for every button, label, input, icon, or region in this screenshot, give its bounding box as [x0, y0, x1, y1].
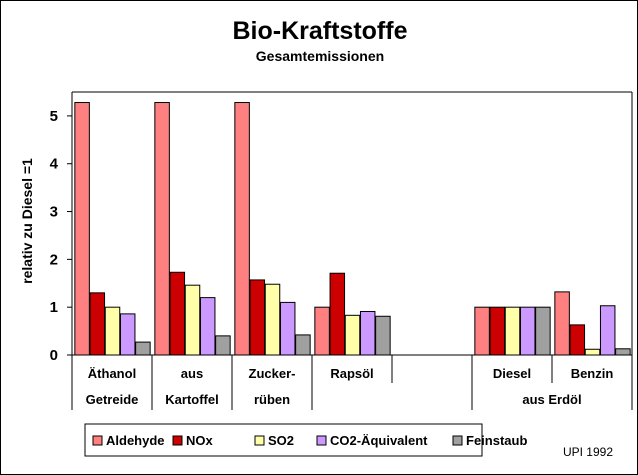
- y-tick-label: 2: [50, 251, 58, 268]
- bar: [359, 310, 376, 356]
- bar: [504, 306, 521, 356]
- legend-label: Aldehyde: [106, 433, 165, 448]
- x-category-label: aus: [181, 366, 203, 381]
- legend-swatch: [172, 435, 183, 446]
- x-category-label: Zucker-: [249, 366, 296, 381]
- bar: [184, 284, 201, 356]
- bar: [154, 102, 170, 356]
- legend-swatch: [452, 435, 463, 446]
- bar: [279, 301, 296, 356]
- bar: [344, 314, 361, 356]
- plot-area: 0 1 2 3 4 5 Äthanol Getreide aus Kartoffel Zucker-…: [50, 91, 633, 410]
- bar: [474, 306, 490, 356]
- legend-label: Feinstaub: [466, 433, 527, 448]
- legend-box: [84, 423, 483, 457]
- bar: [249, 279, 266, 356]
- legend-label: SO2: [268, 433, 294, 448]
- x-category-label: Diesel: [493, 366, 531, 381]
- x-category-label: Äthanol: [88, 366, 136, 381]
- chart-title: Bio-Kraftstoffe: [233, 17, 408, 45]
- source-note: UPI 1992: [563, 445, 613, 459]
- legend: Aldehyde NOx SO2 CO2-Äquivalent Feinstaub: [84, 423, 527, 457]
- y-tick-label: 1: [50, 299, 58, 316]
- bar: [615, 348, 631, 356]
- bar: [375, 315, 391, 356]
- x-category-sublabel: Kartoffel: [165, 392, 218, 407]
- bar: [135, 341, 151, 356]
- bar: [199, 297, 216, 356]
- bar: [519, 306, 536, 356]
- bar: [104, 306, 121, 356]
- bar: [584, 348, 601, 356]
- bar: [215, 335, 231, 356]
- legend-swatch: [254, 435, 265, 446]
- bar: [489, 306, 506, 356]
- bar: [74, 102, 90, 356]
- chart-subtitle: Gesamtemissionen: [256, 48, 384, 64]
- y-tick-label: 3: [50, 204, 58, 221]
- bar: [535, 306, 551, 356]
- bar: [264, 283, 281, 356]
- bar: [234, 102, 250, 356]
- x-category-label: Rapsöl: [330, 366, 373, 381]
- y-tick-label: 5: [50, 108, 58, 125]
- x-category-sublabel: Getreide: [86, 392, 139, 407]
- legend-label: CO2-Äquivalent: [330, 433, 428, 448]
- x-category-label: Benzin: [571, 366, 614, 381]
- bar: [599, 305, 616, 356]
- bar: [169, 271, 186, 356]
- bar: [295, 334, 311, 356]
- legend-swatch: [316, 435, 327, 446]
- bar: [314, 306, 330, 356]
- y-tick-label: 0: [50, 347, 58, 364]
- bar: [329, 272, 346, 356]
- bar: [554, 291, 570, 356]
- bar: [119, 313, 136, 356]
- legend-label: NOx: [186, 433, 214, 448]
- bar: [89, 292, 106, 356]
- y-axis-label: relativ zu Diesel =1: [19, 158, 35, 284]
- legend-swatch: [92, 435, 103, 446]
- x-category-sublabel: rüben: [254, 392, 290, 407]
- x-group-label: aus Erdöl: [522, 392, 581, 407]
- bar: [569, 324, 586, 356]
- y-tick-label: 4: [50, 156, 59, 173]
